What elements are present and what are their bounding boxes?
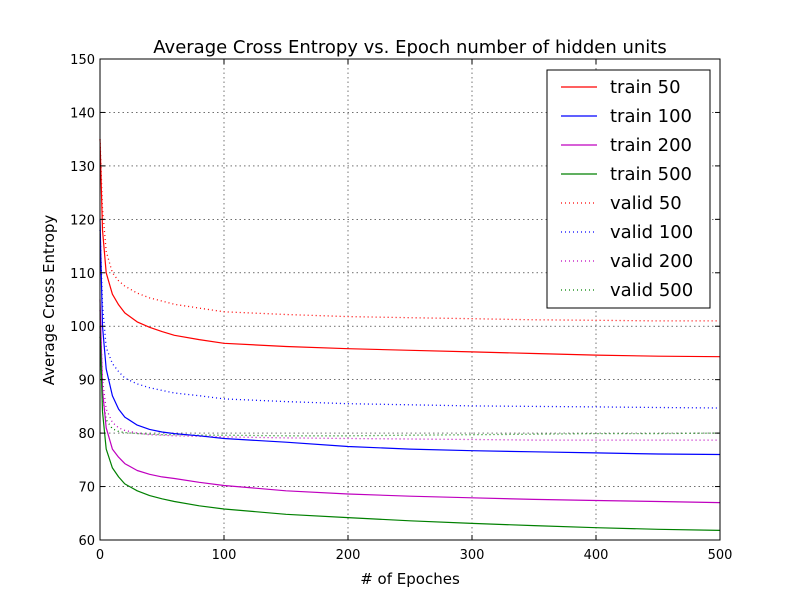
x-tick-label: 300 — [460, 548, 485, 563]
y-tick-label: 120 — [70, 213, 95, 228]
axis-ticks: 0 100 200 300 400 500 60 70 80 90 100 110 120 130 140 1… — [70, 53, 732, 563]
series-line-train-200 — [99, 299, 721, 504]
y-tick-label: 80 — [78, 427, 95, 442]
series-line-valid-200 — [99, 310, 720, 441]
x-axis-label: # of Epoches — [360, 570, 460, 588]
legend-label: valid 200 — [610, 251, 693, 272]
y-tick-label: 130 — [70, 160, 95, 175]
x-tick-label: 400 — [584, 548, 609, 563]
grid — [100, 59, 720, 540]
y-tick-label: 60 — [78, 534, 95, 549]
legend-label: train 100 — [610, 106, 692, 127]
legend-box — [546, 69, 711, 309]
legend-label: train 500 — [610, 164, 692, 185]
legend-label: valid 50 — [610, 193, 682, 214]
legend-label: train 50 — [610, 77, 681, 98]
y-tick-label: 110 — [70, 267, 95, 282]
x-tick-label: 100 — [212, 548, 237, 563]
y-tick-label: 150 — [70, 53, 95, 68]
y-tick-label: 90 — [78, 374, 95, 389]
chart-title: Average Cross Entropy vs. Epoch number o… — [153, 37, 666, 58]
series-line-train-50 — [99, 139, 721, 358]
plot-frame — [99, 58, 721, 541]
series-group — [99, 139, 721, 531]
x-tick-label: 500 — [708, 548, 733, 563]
x-tick-label: 200 — [336, 548, 361, 563]
legend-label: valid 100 — [610, 222, 693, 243]
series-line-valid-50 — [99, 139, 720, 322]
legend-label: valid 500 — [610, 280, 693, 301]
legend: train 50 train 100 train 200 train 500 valid… — [546, 69, 711, 309]
series-line-valid-500 — [99, 336, 721, 437]
y-axis-label: Average Cross Entropy — [40, 215, 58, 386]
y-tick-label: 70 — [78, 481, 95, 496]
series-line-train-500 — [99, 326, 721, 531]
y-tick-label: 100 — [70, 320, 95, 335]
y-tick-label: 140 — [70, 106, 95, 121]
series-line-train-100 — [99, 219, 721, 456]
series-line-valid-100 — [99, 229, 721, 409]
legend-label: train 200 — [610, 135, 692, 156]
x-tick-label: 0 — [96, 548, 104, 563]
